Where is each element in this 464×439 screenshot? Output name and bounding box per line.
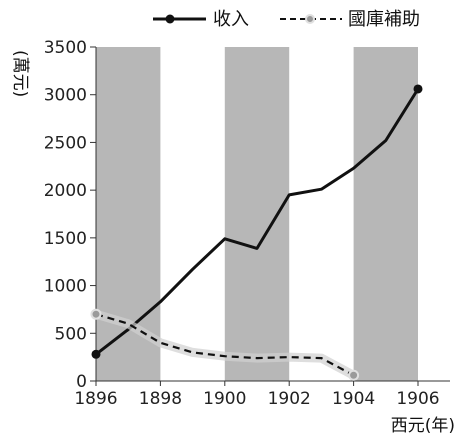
y-axis-label: (萬元) [10,50,30,97]
x-tick-label: 1902 [268,389,311,409]
y-tick-label: 1000 [44,277,87,297]
y-tick-label: 3000 [44,86,87,106]
x-tick-label: 1900 [203,389,246,409]
y-tick-label: 2000 [44,181,87,201]
y-axis: 0 500 1000 1500 2000 2500 3000 3500 [44,38,97,392]
series-point [413,84,423,94]
series-point [91,349,101,359]
series-point [348,369,360,381]
series-point [90,308,102,320]
legend-label: 收入 [213,9,249,30]
legend: 收入 國庫補助 [153,9,420,30]
shaded-band [224,47,290,381]
series-line-0 [95,88,420,356]
y-tick-label: 3500 [44,38,87,58]
y-tick-label: 500 [55,324,87,344]
x-tick-label: 1904 [332,389,375,409]
series-lines [90,84,423,381]
y-tick-label: 2500 [44,133,87,153]
y-tick-label: 1500 [44,229,87,249]
series-line-1 [95,313,355,377]
x-tick-label: 1898 [139,389,182,409]
legend-marker-dashed [305,14,315,24]
x-axis: 1896 1898 1900 1902 1904 1906 [74,380,450,409]
y-tick-label: 0 [76,372,87,392]
shaded-band [353,47,418,381]
x-axis-label: 西元(年) [391,416,455,436]
x-tick-label: 1896 [74,389,117,409]
legend-label: 國庫補助 [348,9,420,30]
x-tick-label: 1906 [396,389,439,409]
legend-marker-solid [165,14,175,24]
